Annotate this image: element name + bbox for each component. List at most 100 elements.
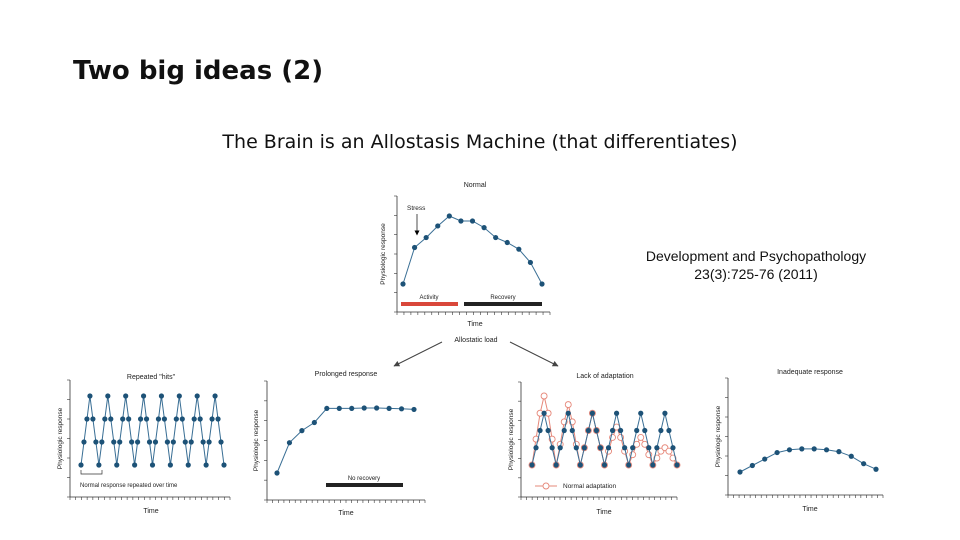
stress-label: Stress [407,205,426,212]
series-point [90,416,95,421]
y-axis-label: Physiologic response [380,223,387,285]
series-point [582,445,587,450]
series-point [662,411,667,416]
series-point [650,462,655,467]
series-point [189,439,194,444]
series-point [156,416,161,421]
series-point [533,445,538,450]
series-point [622,445,627,450]
series-point [787,447,792,452]
recovery-label: Recovery [490,295,515,301]
series-point [558,445,563,450]
series-point [195,393,200,398]
series-line [277,408,414,473]
series-point [207,439,212,444]
series-point [737,469,742,474]
stress-arrowhead [415,231,420,236]
y-axis-label: Physiologic response [715,405,722,467]
recovery-bar [464,302,542,306]
series-point [618,428,623,433]
series-point [411,407,416,412]
series-point [221,462,226,467]
series-point [209,416,214,421]
chart-lack-of-adaptation: Lack of adaptation Time Physiologic respon… [505,366,690,520]
series-point [87,393,92,398]
series-point [674,462,679,467]
series-line [740,449,876,472]
arrow-right [510,342,558,366]
series-point [470,218,475,223]
y-axis-label: Physiologic response [57,407,64,469]
series-point [78,462,83,467]
series-point [171,439,176,444]
chart-normal: Normal Time Physiologic response Stress Acti… [375,176,575,332]
series-point [799,446,804,451]
series-point [150,462,155,467]
series-point [138,416,143,421]
series-point [590,411,595,416]
series-point [570,428,575,433]
series-point [505,240,510,245]
series-point [399,406,404,411]
series-point [174,416,179,421]
series-point [670,445,675,450]
series-point [120,416,125,421]
series-point [93,439,98,444]
series-line [81,396,224,465]
series-point [362,405,367,410]
series-point [774,450,779,455]
series-point [99,439,104,444]
series-point [578,462,583,467]
series-point [658,428,663,433]
legend-marker [543,483,549,489]
chart-title: Lack of adaptation [576,373,633,380]
series-point [147,439,152,444]
series-point [654,445,659,450]
y-axis-label: Physiologic response [253,409,260,471]
series-point [554,462,559,467]
series-point [412,245,417,250]
bracket [81,470,102,474]
series-point [180,416,185,421]
series-point [114,462,119,467]
series-point [123,393,128,398]
series-point [177,393,182,398]
reference-journal: Development and Psychopathology [620,247,892,265]
series-point [666,428,671,433]
series-point [386,406,391,411]
series-point [192,416,197,421]
series-point [447,213,452,218]
series-point [126,416,131,421]
series-point [183,439,188,444]
series-point [96,462,101,467]
slide-subtitle: The Brain is an Allostasis Machine (that… [0,131,960,153]
series-point [198,416,203,421]
series-point [458,218,463,223]
series-point [598,445,603,450]
chart-repeated-hits: Repeated "hits" Time Physiologic response N… [55,366,240,520]
series-point [586,428,591,433]
series-point [528,260,533,265]
series-point [424,235,429,240]
no-recovery-bar [326,483,403,487]
series-point [374,405,379,410]
reference-citation: 23(3):725-76 (2011) [620,265,892,283]
x-axis-label: Time [802,506,817,513]
series-point [594,428,599,433]
chart-inadequate-response: Inadequate response Time Physiologic respo… [708,364,893,520]
legend-label: Normal adaptation [563,483,616,490]
series-point [626,462,631,467]
series-point [105,393,110,398]
series-point [435,223,440,228]
series-point [84,416,89,421]
series-point [646,445,651,450]
series-point [111,439,116,444]
chart-title: Inadequate response [777,369,843,376]
series-point [824,447,829,452]
series-point [165,439,170,444]
series-point [610,428,615,433]
series-point [141,393,146,398]
x-axis-label: Time [143,508,158,515]
series-point [638,411,643,416]
x-axis-label: Time [467,321,482,328]
